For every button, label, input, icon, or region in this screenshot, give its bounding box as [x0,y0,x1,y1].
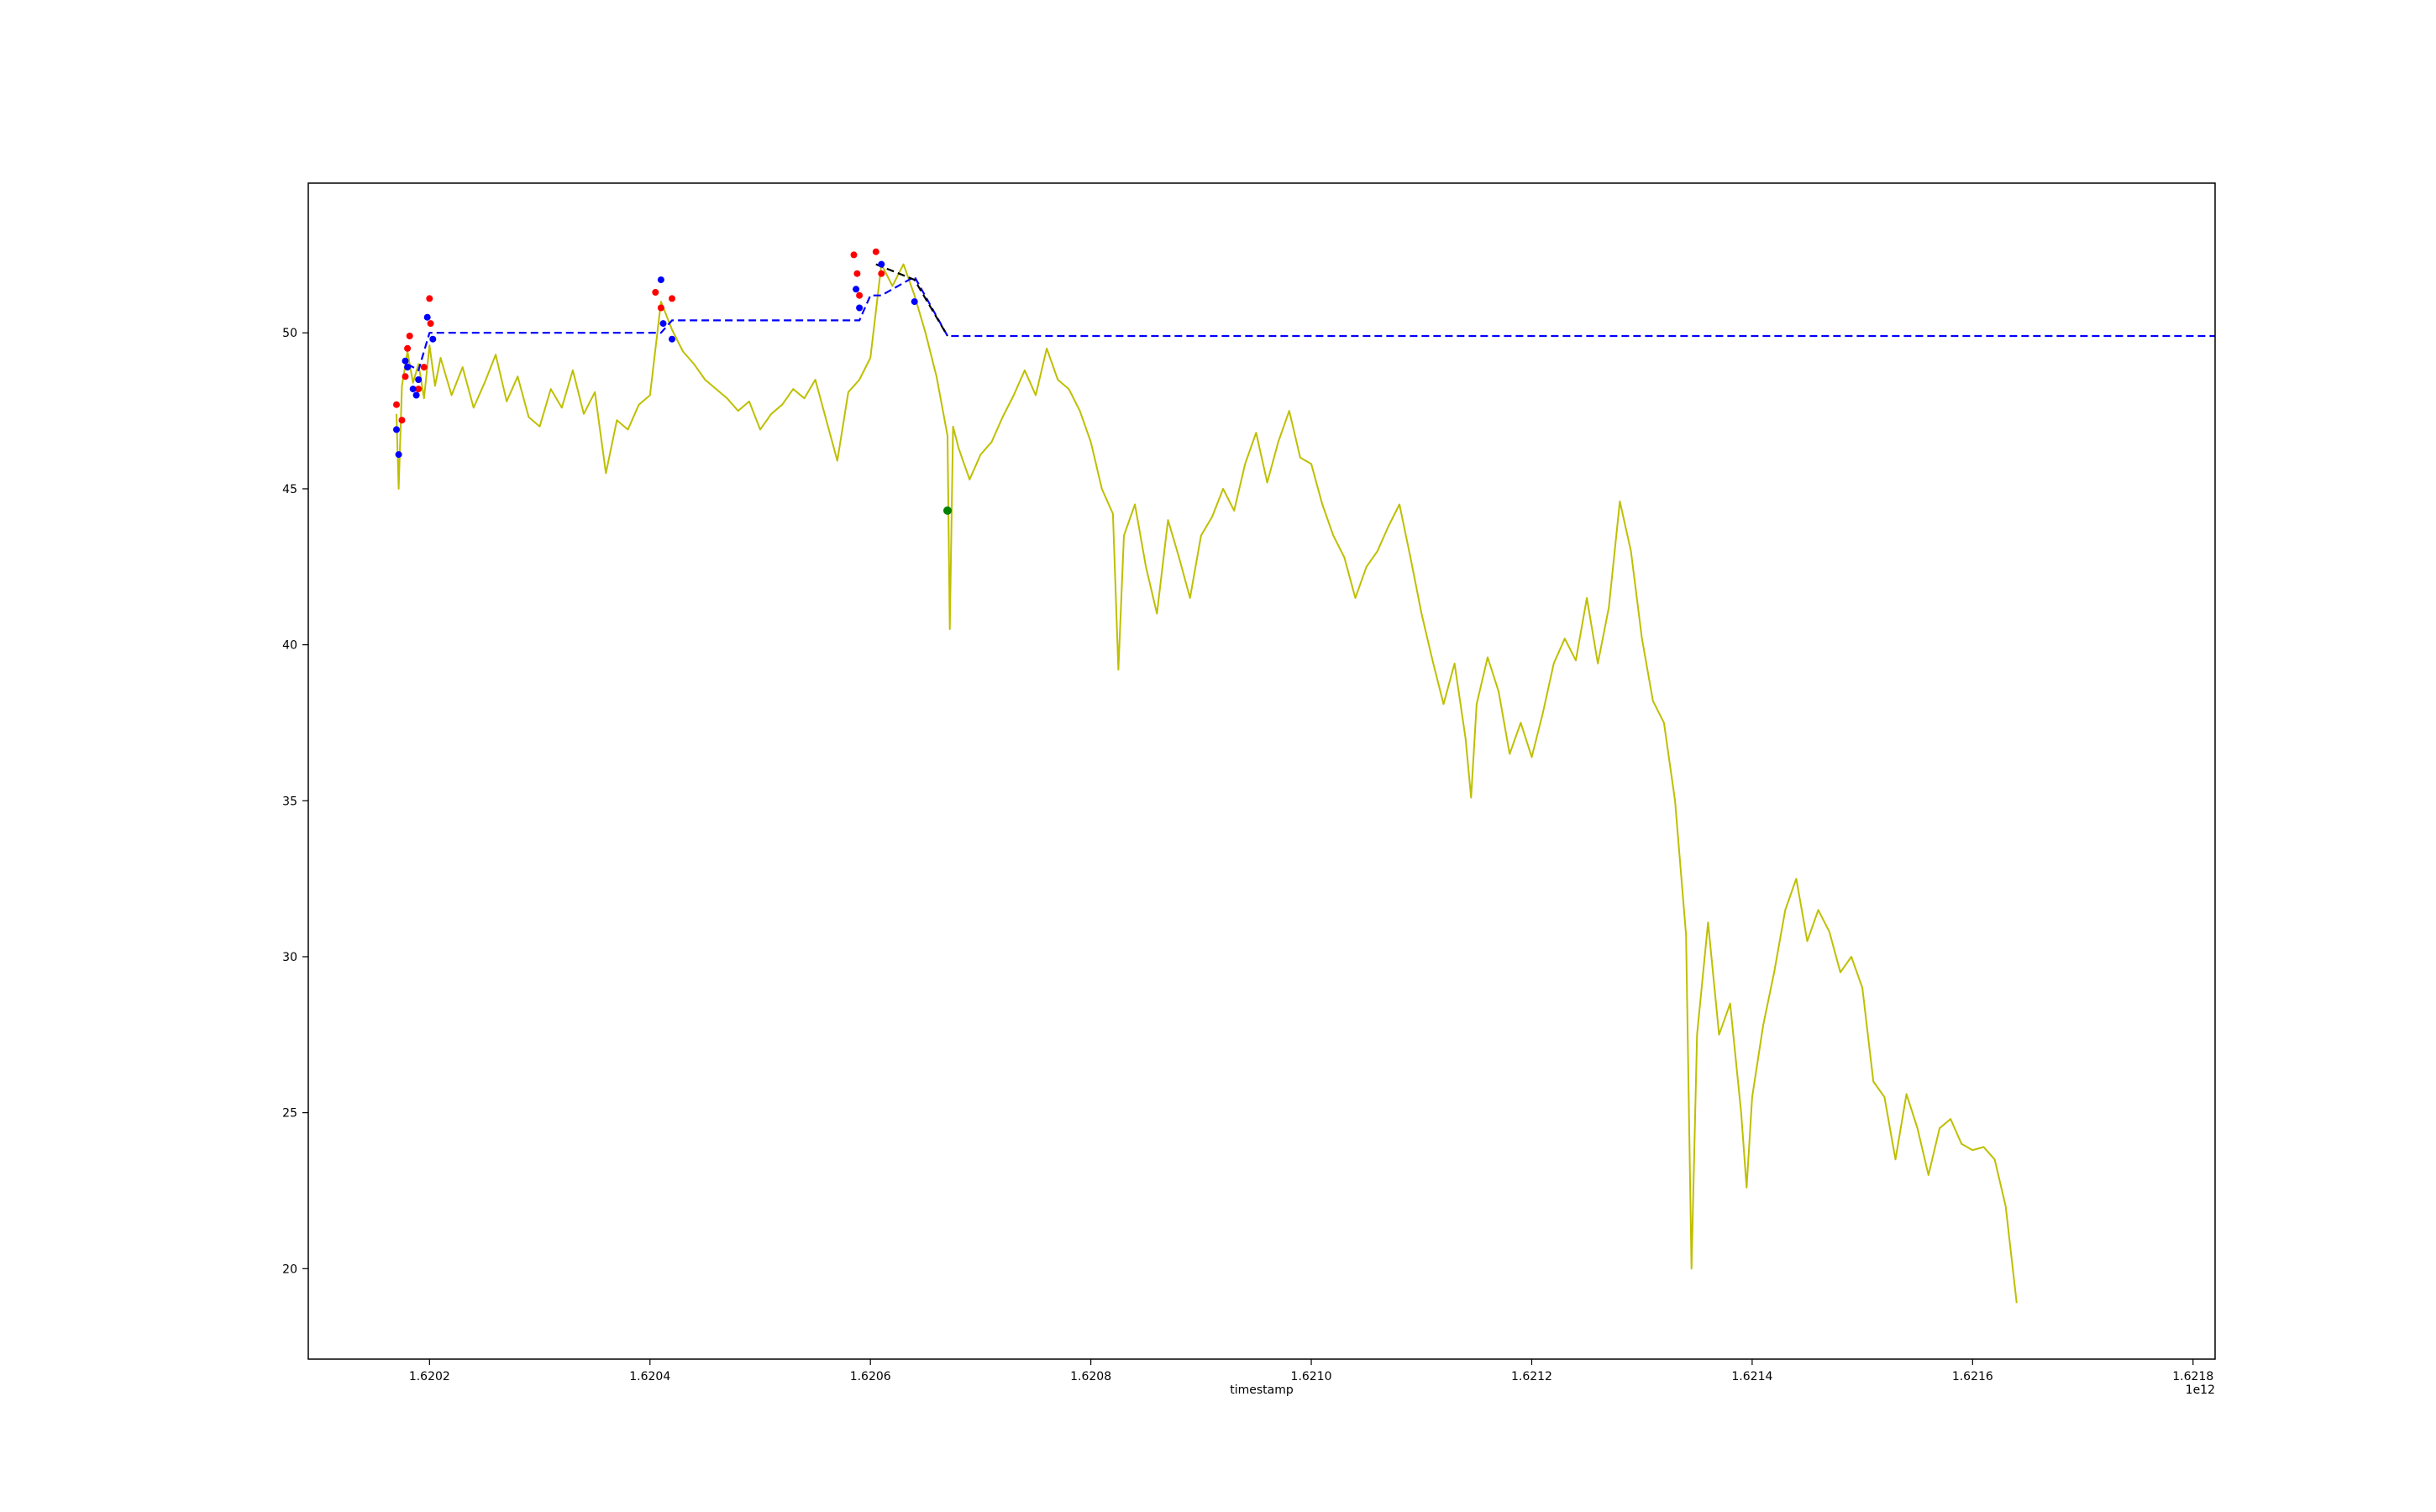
x-tick-label: 1.6218 [2172,1370,2213,1383]
marker-point-1-8 [429,335,437,343]
marker-point-1-6 [415,376,423,383]
marker-point-1-2 [402,357,409,365]
marker-point-1-14 [878,260,885,268]
y-axis: 20 25 30 35 40 45 50 [282,327,308,1276]
series-line-1 [407,276,2215,371]
y-tick-label: 20 [282,1263,297,1276]
y-tick-label: 45 [282,483,297,496]
x-axis: 1.6202 1.6204 1.6206 1.6208 1.6210 1.6212 1.62… [409,1359,2213,1383]
marker-point-1-12 [853,286,860,293]
y-tick-label: 35 [282,795,297,808]
x-tick-label: 1.6206 [850,1370,891,1383]
marker-point-0-0 [393,401,400,408]
marker-point-1-7 [423,313,431,321]
marker-point-1-0 [393,426,400,433]
x-tick-label: 1.6216 [1952,1370,1993,1383]
marker-point-1-10 [659,320,667,328]
x-tick-label: 1.6212 [1511,1370,1552,1383]
series-line-2 [875,263,948,337]
marker-point-0-10 [657,304,664,312]
marker-point-1-4 [409,386,417,393]
marker-point-0-7 [426,295,433,302]
x-tick-label: 1.6214 [1731,1370,1772,1383]
marker-point-0-4 [406,333,413,339]
y-tick-label: 40 [282,639,297,653]
marker-point-0-9 [652,289,659,296]
plot-frame [307,182,2216,1360]
marker-point-0-11 [669,295,675,302]
x-axis-label: timestamp [1230,1383,1294,1397]
marker-point-0-12 [850,251,858,259]
marker-point-0-16 [878,270,885,277]
series-layer [396,263,2215,1304]
marker-point-0-14 [856,291,864,299]
marker-point-0-8 [427,320,434,328]
marker-point-0-13 [853,270,861,277]
marker-point-1-9 [657,276,664,284]
marker-layer [393,248,952,515]
marker-point-1-13 [856,304,864,312]
y-tick-label: 25 [282,1107,297,1121]
marker-point-1-5 [412,391,420,399]
marker-point-1-3 [404,364,412,371]
series-line-0 [396,263,2018,1304]
marker-point-0-3 [404,344,412,352]
marker-point-0-1 [398,417,406,424]
marker-point-1-11 [669,335,675,343]
x-axis-offset-label: 1e12 [2186,1383,2215,1397]
marker-point-1-1 [395,451,402,459]
marker-point-0-15 [872,248,879,255]
marker-point-0-5 [415,386,423,393]
y-tick-label: 30 [282,951,297,964]
y-tick-label: 50 [282,327,297,340]
marker-point-1-15 [911,298,918,306]
marker-point-2-0 [943,506,952,515]
marker-point-0-2 [402,373,409,381]
x-tick-label: 1.6208 [1070,1370,1111,1383]
marker-point-0-6 [420,364,428,371]
x-tick-label: 1.6210 [1291,1370,1332,1383]
x-tick-label: 1.6202 [409,1370,450,1383]
x-tick-label: 1.6204 [629,1370,670,1383]
